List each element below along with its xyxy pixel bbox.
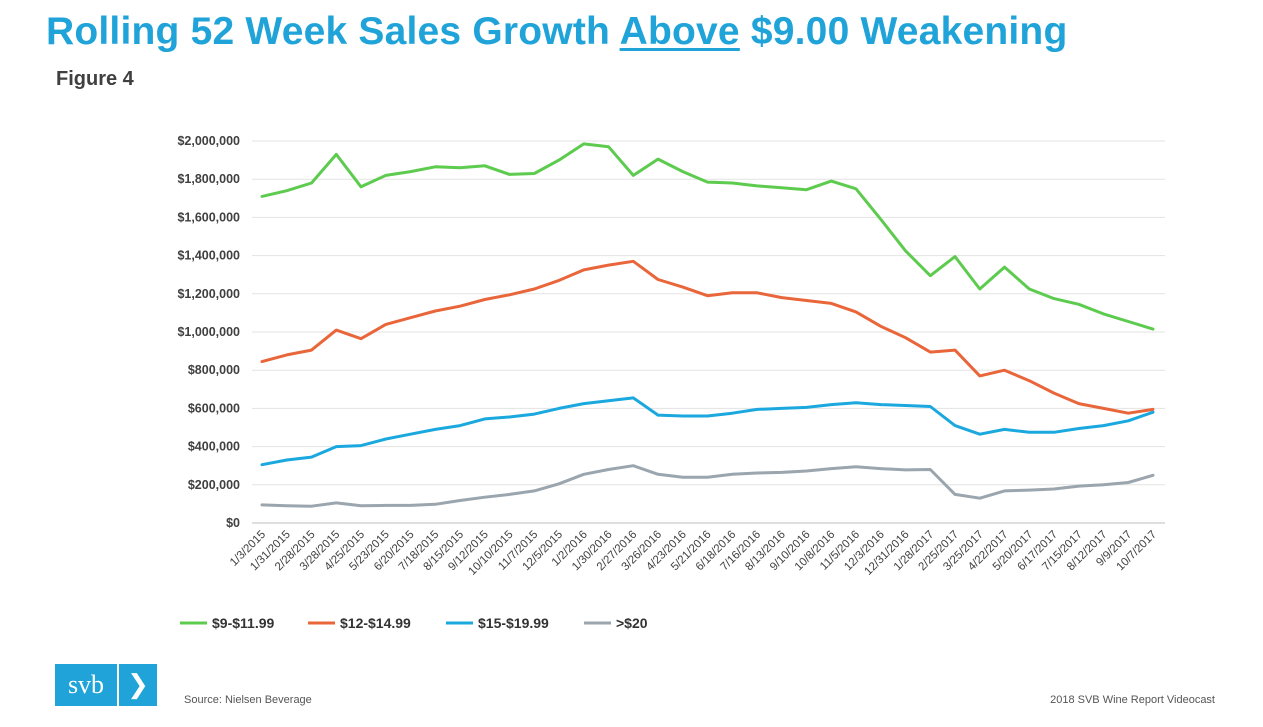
chart-series xyxy=(260,142,1155,508)
y-tick-label: $1,400,000 xyxy=(177,249,240,263)
chart-legend: $9-$11.99 $12-$14.99 $15-$19.99 >$20 xyxy=(180,615,648,631)
legend-label: $15-$19.99 xyxy=(478,615,549,631)
x-axis-ticks: 1/3/20151/31/20152/28/20153/28/20154/25/… xyxy=(228,529,1159,578)
series-line-2 xyxy=(260,396,1155,467)
y-tick-label: $1,600,000 xyxy=(177,210,240,224)
y-tick-label: $0 xyxy=(226,516,240,530)
y-axis-ticks: $0 $200,000 $400,000 $600,000 $800,000 $1,000… xyxy=(177,134,240,530)
title-underlined-word: Above xyxy=(619,10,740,53)
legend-label: >$20 xyxy=(616,615,648,631)
y-tick-label: $800,000 xyxy=(188,363,240,377)
source-note: Source: Nielsen Beverage xyxy=(184,694,312,706)
footer-credit: 2018 SVB Wine Report Videocast xyxy=(1050,694,1215,706)
logo-text: svb xyxy=(55,664,117,706)
y-tick-label: $1,800,000 xyxy=(177,172,240,186)
series-line-0 xyxy=(260,142,1155,331)
title-prefix: Rolling 52 Week Sales Growth xyxy=(46,10,620,53)
y-tick-label: $2,000,000 xyxy=(177,134,240,148)
svb-logo: svb ❯ xyxy=(55,664,157,706)
chevron-right-icon: ❯ xyxy=(119,664,157,706)
y-tick-label: $400,000 xyxy=(188,440,240,454)
legend-label: $12-$14.99 xyxy=(340,615,411,631)
title-suffix: $9.00 Weakening xyxy=(739,10,1068,53)
y-tick-label: $200,000 xyxy=(188,478,240,492)
y-tick-label: $1,000,000 xyxy=(177,325,240,339)
chart-grid xyxy=(252,140,1165,524)
series-line-3 xyxy=(260,464,1155,508)
figure-label: Figure 4 xyxy=(56,68,134,90)
legend-label: $9-$11.99 xyxy=(212,615,274,631)
series-line-1 xyxy=(260,259,1155,415)
y-tick-label: $1,200,000 xyxy=(177,287,240,301)
page-title: Rolling 52 Week Sales Growth Above $9.00… xyxy=(46,10,1067,54)
y-tick-label: $600,000 xyxy=(188,401,240,415)
